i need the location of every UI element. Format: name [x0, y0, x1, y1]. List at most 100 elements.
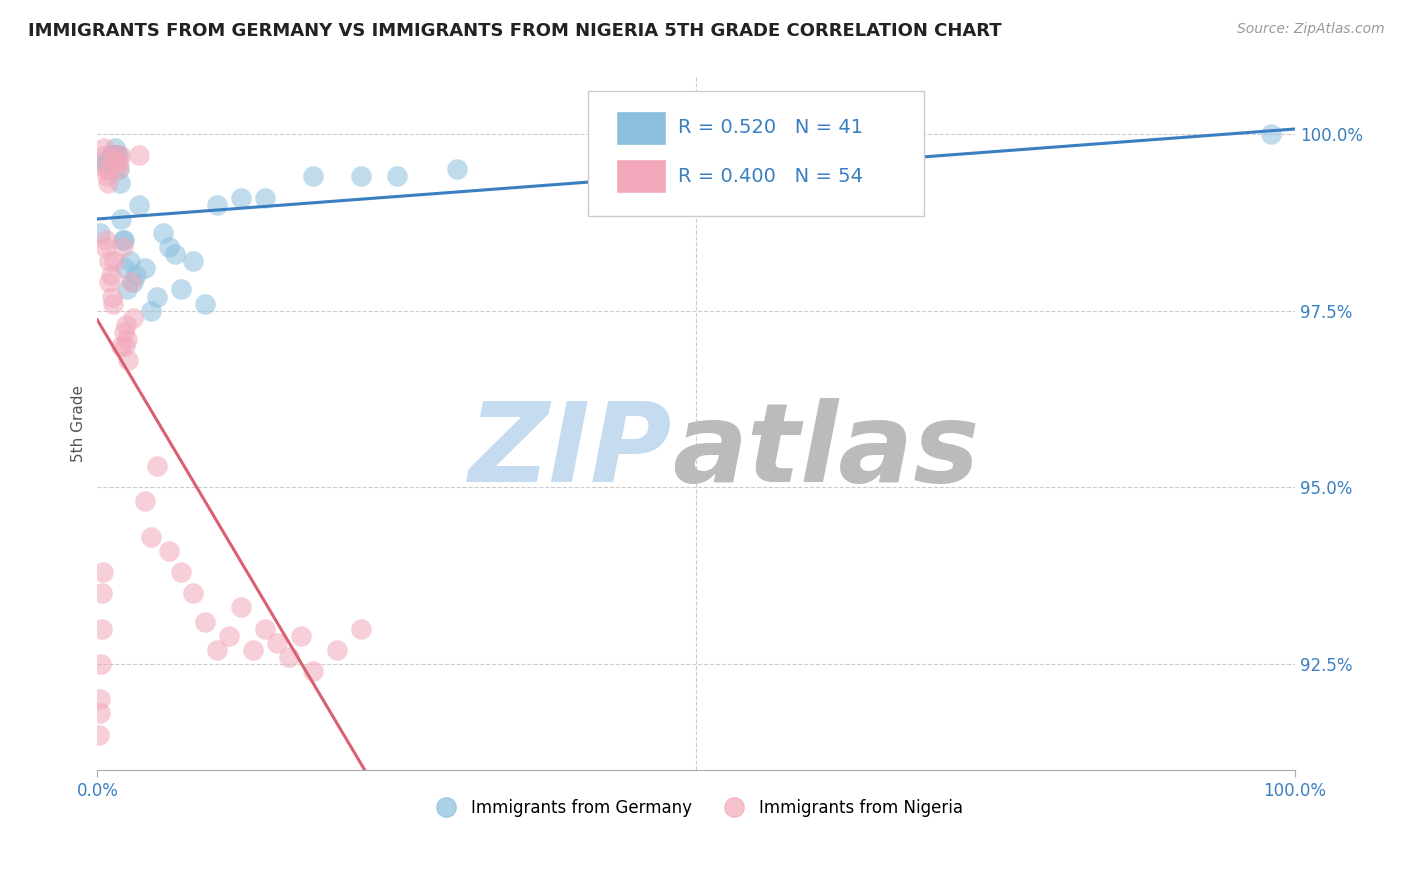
Point	[141, 303, 163, 318]
Point	[111, 240, 134, 254]
Point	[105, 155, 128, 169]
Point	[218, 629, 240, 643]
Point	[100, 148, 122, 162]
Point	[97, 254, 120, 268]
Point	[141, 530, 163, 544]
Point	[112, 233, 135, 247]
Point	[110, 339, 132, 353]
Point	[128, 197, 150, 211]
Point	[385, 169, 408, 184]
Legend: Immigrants from Germany, Immigrants from Nigeria: Immigrants from Germany, Immigrants from…	[423, 793, 970, 824]
Point	[124, 268, 146, 283]
FancyBboxPatch shape	[616, 159, 666, 193]
Point	[91, 586, 114, 600]
Point	[253, 190, 276, 204]
Point	[181, 586, 204, 600]
Point	[103, 148, 125, 162]
Point	[146, 289, 169, 303]
Point	[89, 706, 111, 721]
Text: ZIP: ZIP	[468, 398, 672, 505]
Point	[350, 622, 373, 636]
Point	[446, 162, 468, 177]
Point	[152, 226, 174, 240]
Point	[97, 162, 120, 177]
Point	[278, 649, 301, 664]
Point	[157, 240, 180, 254]
Point	[114, 261, 136, 276]
Point	[146, 459, 169, 474]
Point	[128, 148, 150, 162]
Point	[115, 318, 138, 332]
Point	[107, 162, 129, 177]
Point	[165, 247, 187, 261]
Point	[326, 643, 349, 657]
Point	[290, 629, 312, 643]
Point	[111, 233, 134, 247]
Point	[266, 636, 288, 650]
Point	[105, 148, 128, 162]
Point	[205, 197, 228, 211]
Point	[107, 148, 129, 162]
Point	[90, 657, 112, 671]
Text: Source: ZipAtlas.com: Source: ZipAtlas.com	[1237, 22, 1385, 37]
Point	[157, 544, 180, 558]
Point	[98, 276, 121, 290]
Point	[94, 233, 117, 247]
Point	[302, 664, 325, 678]
Point	[104, 141, 127, 155]
Point	[96, 155, 118, 169]
Point	[96, 162, 118, 177]
Point	[745, 141, 768, 155]
Point	[91, 155, 114, 169]
Point	[101, 148, 124, 162]
Point	[242, 643, 264, 657]
Point	[91, 565, 114, 579]
Point	[117, 282, 139, 296]
Point	[94, 240, 117, 254]
Point	[134, 261, 156, 276]
Point	[112, 325, 135, 339]
Point	[170, 565, 193, 579]
Point	[100, 148, 122, 162]
Point	[117, 332, 139, 346]
Point	[89, 728, 111, 742]
Text: R = 0.520   N = 41: R = 0.520 N = 41	[678, 119, 863, 137]
Point	[253, 622, 276, 636]
Point	[134, 494, 156, 508]
Point	[93, 141, 115, 155]
Point	[96, 169, 118, 184]
Point	[170, 282, 193, 296]
Point	[89, 692, 111, 706]
Point	[108, 155, 131, 169]
Text: IMMIGRANTS FROM GERMANY VS IMMIGRANTS FROM NIGERIA 5TH GRADE CORRELATION CHART: IMMIGRANTS FROM GERMANY VS IMMIGRANTS FR…	[28, 22, 1001, 40]
Point	[122, 310, 145, 325]
Text: R = 0.400   N = 54: R = 0.400 N = 54	[678, 167, 863, 186]
Point	[100, 289, 122, 303]
Point	[110, 211, 132, 226]
Point	[118, 254, 141, 268]
Point	[194, 296, 217, 310]
Y-axis label: 5th Grade: 5th Grade	[72, 385, 86, 462]
Point	[229, 600, 252, 615]
Point	[108, 148, 131, 162]
Point	[93, 148, 115, 162]
Point	[98, 155, 121, 169]
Point	[96, 177, 118, 191]
Point	[120, 276, 142, 290]
Point	[100, 268, 122, 283]
Point	[108, 162, 131, 177]
Text: atlas: atlas	[672, 398, 980, 505]
Point	[1260, 127, 1282, 141]
Point	[205, 643, 228, 657]
Point	[90, 622, 112, 636]
Point	[101, 296, 124, 310]
Point	[117, 353, 139, 368]
Point	[181, 254, 204, 268]
Point	[104, 148, 127, 162]
Point	[93, 155, 115, 169]
Point	[89, 226, 111, 240]
Point	[103, 254, 125, 268]
Point	[302, 169, 325, 184]
Point	[122, 276, 145, 290]
FancyBboxPatch shape	[588, 91, 924, 216]
